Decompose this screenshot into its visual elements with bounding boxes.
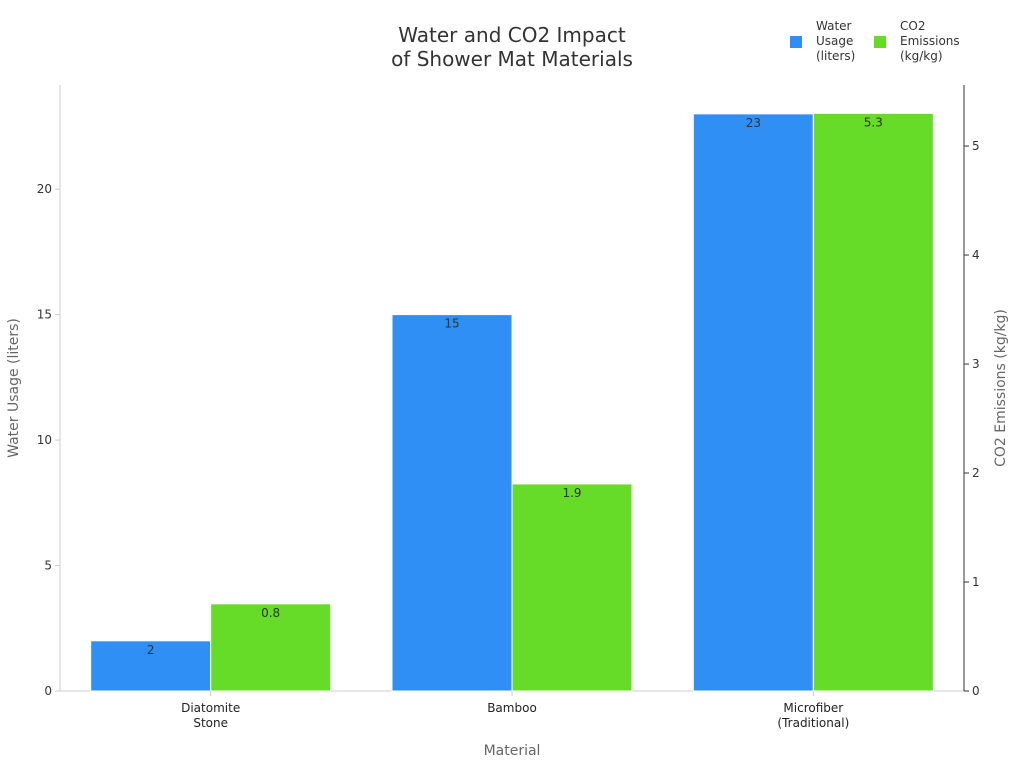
chart-title: Water and CO2 Impact of Shower Mat Materi… <box>391 23 633 71</box>
bar-co2 <box>511 483 633 692</box>
legend-swatch <box>874 36 886 48</box>
x-axis-label: Material <box>484 743 541 759</box>
bar-data-label: 1.9 <box>562 486 581 500</box>
bar-data-label: 23 <box>746 116 761 130</box>
left-tick-label: 0 <box>44 684 52 698</box>
left-tick-label: 15 <box>37 308 52 322</box>
x-tick-label: Microfiber (Traditional) <box>777 701 849 730</box>
bar-data-label: 0.8 <box>261 606 280 620</box>
right-tick-label: 5 <box>972 139 980 153</box>
right-tick-label: 4 <box>972 248 980 262</box>
legend-label: CO2 Emissions (kg/kg) <box>900 19 960 63</box>
legend-label: Water Usage (liters) <box>816 19 855 63</box>
left-tick-label: 5 <box>44 559 52 573</box>
right-tick-label: 1 <box>972 575 980 589</box>
bar-data-label: 15 <box>444 317 459 331</box>
left-tick-label: 10 <box>37 433 52 447</box>
x-tick-label: Diatomite Stone <box>181 701 240 730</box>
bar-data-label: 5.3 <box>864 115 883 129</box>
y-axis-label-right: CO2 Emissions (kg/kg) <box>993 309 1009 467</box>
x-tick-label: Bamboo <box>487 701 537 715</box>
right-tick-label: 3 <box>972 357 980 371</box>
bar-data-label: 2 <box>147 643 155 657</box>
bar-water <box>692 113 814 692</box>
left-tick-label: 20 <box>37 182 52 196</box>
right-tick-label: 2 <box>972 466 980 480</box>
bar-co2 <box>812 112 934 692</box>
legend-swatch <box>790 36 802 48</box>
y-axis-label: Water Usage (liters) <box>6 318 22 458</box>
bar-water <box>391 314 513 692</box>
bar-co2 <box>210 603 332 692</box>
right-tick-label: 0 <box>972 684 980 698</box>
